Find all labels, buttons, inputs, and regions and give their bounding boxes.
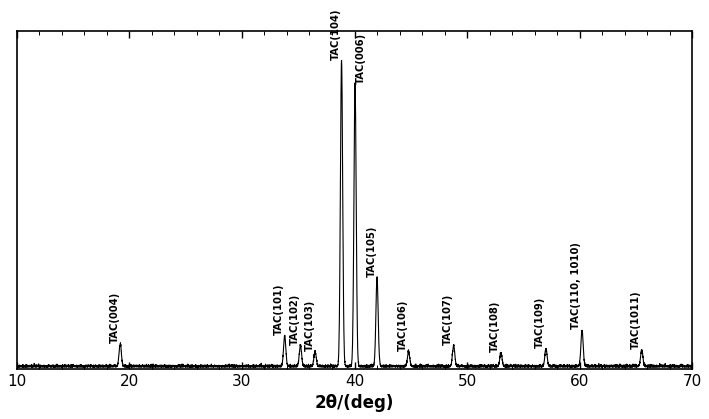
Text: TAC(106): TAC(106) <box>398 300 408 351</box>
Text: TAC(107): TAC(107) <box>443 293 453 344</box>
Text: TAC(004): TAC(004) <box>110 292 120 343</box>
Text: TAC(104): TAC(104) <box>331 8 341 60</box>
Text: TAC(102): TAC(102) <box>290 293 300 344</box>
Text: TAC(108): TAC(108) <box>491 300 501 352</box>
Text: TAC(109): TAC(109) <box>535 297 545 348</box>
Text: TAC(110, 1010): TAC(110, 1010) <box>571 242 581 329</box>
X-axis label: 2θ/(deg): 2θ/(deg) <box>315 394 394 412</box>
Text: TAC(1011): TAC(1011) <box>631 291 641 349</box>
Text: TAC(103): TAC(103) <box>304 300 315 351</box>
Text: TAC(105): TAC(105) <box>367 225 376 277</box>
Text: TAC(006): TAC(006) <box>356 33 366 84</box>
Text: TAC(101): TAC(101) <box>274 283 284 335</box>
